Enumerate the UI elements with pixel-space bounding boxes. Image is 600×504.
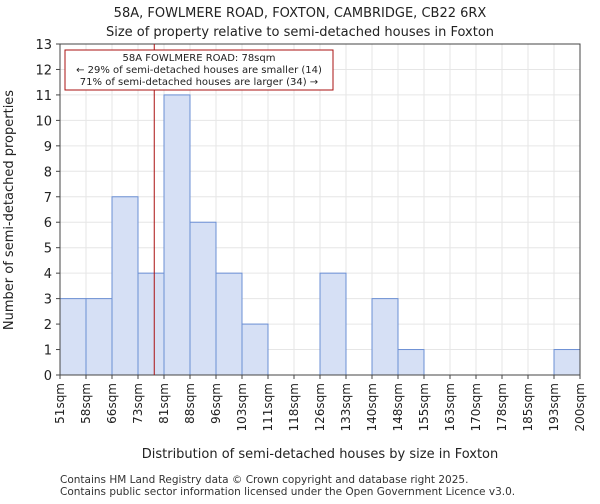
histogram-bar (137, 272, 165, 376)
histogram-bar (189, 221, 217, 376)
x-tick-label: 73sqm (131, 383, 145, 424)
x-tick-label: 163sqm (443, 383, 457, 431)
y-tick-label: 8 (44, 165, 52, 180)
annotation-frame (64, 49, 334, 91)
chart-subtitle: Size of property relative to semi-detach… (106, 25, 494, 40)
chart-title: 58A, FOWLMERE ROAD, FOXTON, CAMBRIDGE, C… (114, 6, 487, 21)
histogram-bar (85, 298, 113, 376)
x-tick-label: 140sqm (365, 383, 379, 431)
histogram-bar (397, 349, 425, 376)
x-axis-label: Distribution of semi-detached houses by … (142, 447, 499, 462)
y-tick-label: 3 (44, 293, 52, 308)
x-tick-label: 193sqm (547, 383, 561, 431)
histogram-bar (111, 196, 139, 376)
x-tick-label: 126sqm (313, 383, 327, 431)
y-tick-label: 13 (35, 38, 52, 53)
x-tick-label: 111sqm (261, 383, 275, 431)
x-tick-label: 155sqm (417, 383, 431, 431)
x-tick-label: 118sqm (287, 383, 301, 431)
annotation-line-2: ← 29% of semi-detached houses are smalle… (76, 65, 322, 76)
x-tick-label: 178sqm (495, 383, 509, 431)
x-tick-label: 58sqm (79, 383, 93, 424)
x-tick-label: 66sqm (105, 383, 119, 424)
y-tick-label: 5 (44, 242, 52, 257)
y-tick-label: 7 (44, 191, 52, 206)
y-tick-label: 6 (44, 216, 52, 231)
footer-line-1: Contains HM Land Registry data © Crown c… (60, 474, 468, 486)
y-tick-label: 4 (44, 267, 52, 282)
x-tick-label: 103sqm (235, 383, 249, 431)
histogram-bar (319, 272, 347, 376)
footer-line-2: Contains public sector information licen… (60, 486, 515, 498)
x-tick-label: 88sqm (183, 383, 197, 424)
x-tick-label: 96sqm (209, 383, 223, 424)
y-tick-label: 11 (35, 89, 52, 104)
x-tick-label: 170sqm (469, 383, 483, 431)
histogram-bar (553, 349, 581, 376)
annotation-line-1: 58A FOWLMERE ROAD: 78sqm (123, 53, 276, 64)
bars (59, 94, 581, 376)
y-tick-label: 9 (44, 140, 52, 155)
annotation-box: 58A FOWLMERE ROAD: 78sqm ← 29% of semi-d… (64, 49, 334, 91)
y-axis-label: Number of semi-detached properties (2, 90, 17, 330)
x-axis-ticks: 51sqm 58sqm 66sqm 73sqm 81sqm 88sqm 96sqm 103sq… (53, 375, 587, 431)
histogram-bar (371, 298, 399, 376)
x-tick-label: 51sqm (53, 383, 67, 424)
annotation-line-3: 71% of semi-detached houses are larger (… (80, 77, 318, 88)
histogram-bar (59, 298, 87, 376)
y-tick-label: 12 (35, 63, 52, 78)
x-tick-label: 185sqm (521, 383, 535, 431)
y-tick-label: 10 (35, 114, 52, 129)
x-tick-label: 200sqm (573, 383, 587, 431)
histogram-bar (241, 323, 269, 376)
plot-frame (59, 43, 581, 376)
x-tick-label: 81sqm (157, 383, 171, 424)
histogram-bar (163, 94, 191, 376)
y-tick-label: 1 (44, 344, 52, 359)
x-tick-label: 148sqm (391, 383, 405, 431)
y-tick-label: 0 (44, 369, 52, 384)
histogram-bar (215, 272, 243, 376)
x-tick-label: 133sqm (339, 383, 353, 431)
y-tick-label: 2 (44, 318, 52, 333)
